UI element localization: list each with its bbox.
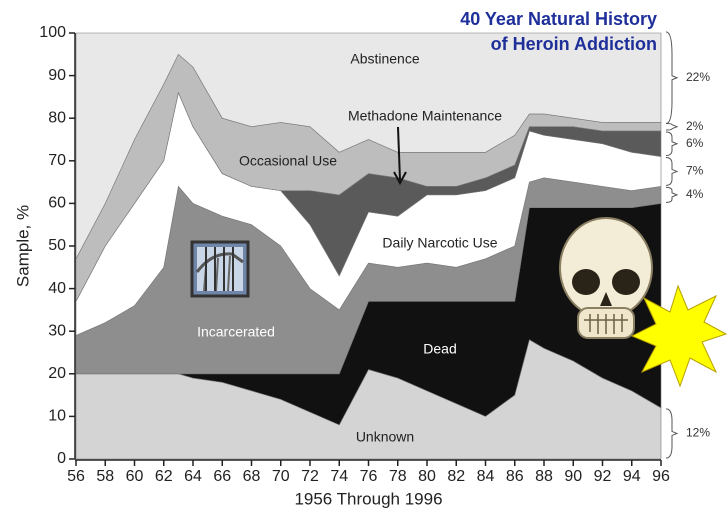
y-tick-label: 10: [48, 408, 66, 425]
bracket: [666, 32, 677, 124]
series-label: Occasional Use: [239, 153, 337, 169]
bracket: [666, 187, 677, 202]
x-tick-label: 68: [243, 468, 261, 485]
chart: 0 10 20 30 40 50 60 70 80 90 100 56 58 60 62 64 66 68 70 72…: [0, 0, 728, 514]
series-label: Unknown: [356, 429, 414, 445]
x-axis-label: 1956 Through 1996: [294, 489, 442, 508]
jail-icon: [192, 242, 248, 296]
bracket: [666, 409, 677, 458]
x-tick-label: 92: [594, 468, 612, 485]
series-label: Abstinence: [350, 51, 419, 67]
bracket: [666, 123, 677, 130]
y-tick-label: 30: [48, 322, 66, 339]
x-tick-label: 94: [623, 468, 641, 485]
y-tick-label: 100: [39, 24, 66, 41]
end-label: 12%: [686, 426, 710, 440]
x-tick-label: 96: [652, 468, 670, 485]
x-tick-label: 78: [389, 468, 407, 485]
end-label: 7%: [686, 164, 704, 178]
y-tick-label: 50: [48, 237, 66, 254]
bracket: [666, 158, 677, 186]
chart-title: of Heroin Addiction: [491, 34, 657, 54]
x-tick-label: 84: [477, 468, 495, 485]
y-tick-label: 60: [48, 195, 66, 212]
y-tick-label: 90: [48, 67, 66, 84]
x-tick-label: 74: [330, 468, 348, 485]
x-tick-label: 56: [67, 468, 85, 485]
x-tick-label: 70: [272, 468, 290, 485]
x-tick-label: 72: [301, 468, 319, 485]
y-tick-label: 0: [57, 450, 66, 467]
end-label: 6%: [686, 136, 704, 150]
x-tick-label: 82: [447, 468, 465, 485]
x-tick-label: 88: [535, 468, 553, 485]
y-tick-label: 80: [48, 109, 66, 126]
series-label: Incarcerated: [197, 324, 275, 340]
x-tick-label: 66: [213, 468, 231, 485]
end-label: 4%: [686, 187, 704, 201]
series-label: Methadone Maintenance: [348, 108, 502, 124]
bracket: [666, 132, 677, 156]
x-tick-label: 86: [506, 468, 524, 485]
x-tick-label: 58: [96, 468, 114, 485]
x-tick-label: 76: [360, 468, 378, 485]
x-tick-label: 80: [418, 468, 436, 485]
x-tick-label: 64: [184, 468, 202, 485]
end-label: 22%: [686, 70, 710, 84]
end-label: 2%: [686, 119, 704, 133]
chart-title: 40 Year Natural History: [460, 9, 657, 29]
series-label: Dead: [423, 341, 456, 357]
x-tick-label: 60: [126, 468, 144, 485]
y-tick-label: 40: [48, 280, 66, 297]
y-tick-label: 70: [48, 152, 66, 169]
x-tick-label: 62: [155, 468, 173, 485]
y-tick-label: 20: [48, 365, 66, 382]
x-tick-label: 90: [564, 468, 582, 485]
y-axis-label: Sample, %: [13, 205, 32, 287]
series-label: Daily Narcotic Use: [382, 235, 497, 251]
